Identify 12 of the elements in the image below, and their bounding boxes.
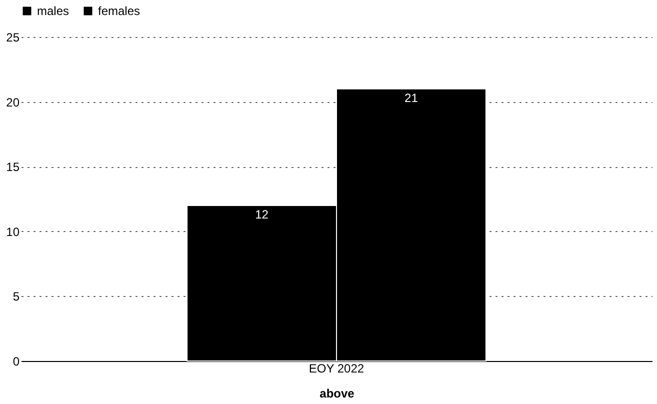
y-tick-label: 5 (12, 290, 20, 304)
y-tick-label: 10 (6, 224, 20, 239)
y-tick-label: 15 (6, 160, 20, 174)
x-tick-label: EOY 2022 (308, 362, 364, 376)
data-label: 12 (255, 207, 269, 222)
y-tick-label: 0 (12, 354, 20, 368)
y-tick-label: 25 (6, 30, 20, 44)
legend-label: females (98, 4, 140, 18)
legend-label: males (37, 4, 70, 18)
y-tick-label: 20 (6, 95, 20, 110)
data-label: 21 (404, 90, 418, 105)
x-axis-title: above (320, 386, 355, 400)
